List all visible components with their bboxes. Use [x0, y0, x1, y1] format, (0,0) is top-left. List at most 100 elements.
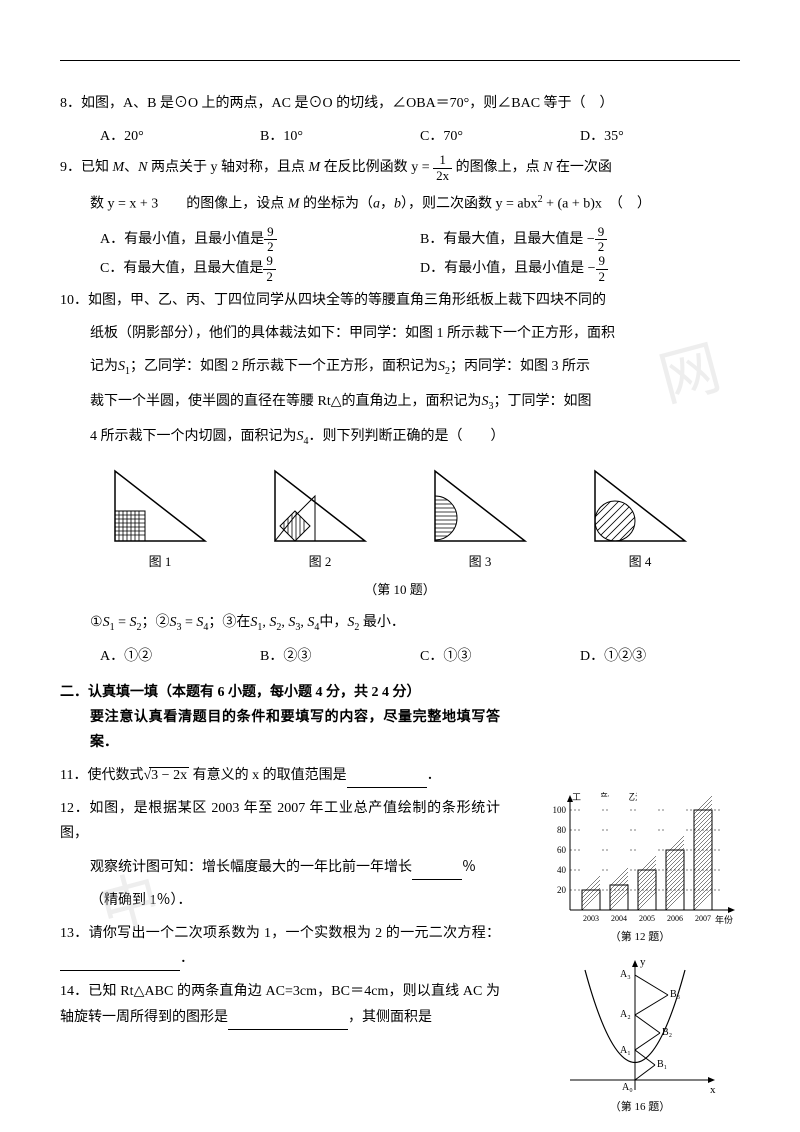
q9-l2-post3: （ ）	[602, 197, 651, 212]
q10-options: A．①② B．②③ C．①③ D．①②③	[60, 644, 740, 669]
frac-9-2-b: 92	[595, 225, 608, 255]
q9-l2-mid: 的图像上，设点	[158, 197, 288, 212]
q11-end: ．	[427, 768, 441, 783]
q10-l4-post: ；丁同学：如图	[494, 394, 592, 409]
q10-l5-pre: 4 所示裁下一个内切圆，面积记为	[90, 429, 297, 444]
q9-eq3-mid: + (a + b)x	[543, 197, 602, 212]
blank-field[interactable]	[60, 955, 180, 972]
q10-figures: 图 1 图 2	[60, 466, 740, 573]
q10-option-c: C．①③	[420, 644, 580, 669]
q9-l1-post2: 在反比例函数	[320, 160, 411, 175]
chart-caption: （第 12 题）	[610, 929, 671, 943]
B3-label: B₃	[670, 989, 680, 1000]
eq: =	[181, 615, 196, 630]
q10-option-b: B．②③	[260, 644, 420, 669]
frac-den: 2	[263, 270, 276, 284]
q9-options: A．有最小值，且最小值是92 B．有最大值，且最大值是 −92 C．有最大值，且…	[60, 225, 740, 284]
frac-num: 9	[595, 225, 608, 240]
q10-l3: 记为S1；乙同学：如图 2 所示裁下一个正方形，面积记为S2；丙同学：如图 3 …	[60, 354, 740, 381]
figure-4: 图 4	[585, 466, 695, 573]
svg-text:20: 20	[557, 885, 567, 895]
xlabel: 年份	[715, 914, 733, 925]
q9-option-d: D．有最小值，且最小值是 −92	[420, 254, 740, 284]
q12-l3: ％	[462, 860, 476, 875]
frac-num: 9	[264, 225, 277, 240]
question-11: 11．使代数式3 − 2x 有意义的 x 的取值范围是．	[60, 763, 500, 788]
q10-l5: 4 所示裁下一个内切圆，面积记为S4．则下列判断正确的是（ ）	[60, 424, 740, 451]
q9-c-text: C．有最大值，且最大值是	[100, 261, 263, 276]
svg-text:80: 80	[557, 825, 567, 835]
q9-l1-post3: 的图像上，点	[452, 160, 543, 175]
A0-label: A₀	[622, 1082, 633, 1093]
q9-l1-post4: 在一次函	[552, 160, 612, 175]
frac-1-2x: 12x	[433, 153, 452, 183]
min: 最小．	[359, 615, 405, 630]
frac-9-2-d: 92	[596, 254, 609, 284]
q9-eq3-pre: y = abx	[495, 197, 537, 212]
y-label: y	[640, 956, 646, 968]
frac-num: 1	[433, 153, 452, 168]
frac-num: 9	[263, 254, 276, 269]
S: S	[103, 615, 110, 630]
blank-field[interactable]	[228, 1013, 348, 1030]
question-8: 8．如图，A、B 是⊙O 上的两点，AC 是⊙O 的切线，∠OBA＝70°，则∠…	[60, 91, 740, 116]
q12-l4: （精确到 1％）．	[60, 888, 500, 913]
q10-option-d: D．①②③	[580, 644, 740, 669]
q9-M3: M	[288, 197, 300, 212]
blank-field[interactable]	[347, 771, 427, 788]
frac-den: 2	[264, 240, 277, 254]
q9-option-a: A．有最小值，且最小值是92	[100, 225, 420, 255]
q13-l1: 13．请你写出一个二次项系数为 1，一个实数根为 2 的一元二次方程：	[60, 926, 500, 941]
q9-b-text: B．有最大值，且最大值是 −	[420, 232, 595, 247]
q9-M2: M	[309, 160, 321, 175]
q10-l5-post: ．则下列判断正确的是（ ）	[309, 429, 505, 444]
frac-9-2-c: 92	[263, 254, 276, 284]
fig2-caption: 图 2	[265, 550, 375, 573]
semi: ；②	[141, 615, 169, 630]
section-2-subtitle: 要注意认真看清题目的条件和要填写的内容，尽量完整地填写答案．	[60, 705, 500, 755]
q12-l2: 观察统计图可知：增长幅度最大的一年比前一年增长 ％	[60, 855, 500, 880]
fig4-caption: 图 4	[585, 550, 695, 573]
parabola-figure: y x A₀ A₁ A₂ A₃ B₁ B₂ B₃ （第 16 题）	[560, 955, 720, 1124]
blank-field[interactable]	[412, 863, 462, 880]
semi2: ；③在	[208, 615, 250, 630]
S: S	[482, 394, 489, 409]
q10-l4: 裁下一个半圆，使半圆的直径在等腰 Rt△的直角边上，面积记为S3；丁同学：如图	[60, 389, 740, 416]
q10-l4-pre: 裁下一个半圆，使半圆的直径在等腰 Rt△的直角边上，面积记为	[90, 394, 482, 409]
svg-text:100: 100	[553, 805, 567, 815]
bar-chart-svg: 工业总产值（亿元） 年份 20406080100 200320042005200…	[540, 790, 740, 950]
q8-option-a: A．20°	[100, 124, 260, 149]
frac-den: 2	[596, 270, 609, 284]
q10-l3-mid: ；乙同学：如图 2 所示裁下一个正方形，面积记为	[130, 359, 438, 374]
question-13: 13．请你写出一个二次项系数为 1，一个实数根为 2 的一元二次方程： ．	[60, 921, 500, 971]
frac-9-2-a: 92	[264, 225, 277, 255]
q9-l1-pre: 9．已知	[60, 160, 113, 175]
q12-l2-text: 观察统计图可知：增长幅度最大的一年比前一年增长	[90, 860, 412, 875]
q10-l3-pre: 记为	[90, 359, 118, 374]
eq-y: y =	[411, 160, 433, 175]
A3-label: A₃	[620, 969, 631, 980]
q8-text: 8．如图，A、B 是⊙O 上的两点，AC 是⊙O 的切线，∠OBA＝70°，则∠…	[60, 96, 614, 111]
question-10: 10．如图，甲、乙、丙、丁四位同学从四块全等的等腰直角三角形纸板上裁下四块不同的	[60, 288, 740, 313]
q10-l2: 纸板（阴影部分），他们的具体裁法如下：甲同学：如图 1 所示裁下一个正方形，面积	[60, 321, 740, 346]
S: S	[438, 359, 445, 374]
q12-l1: 12．如图，是根据某区 2003 年至 2007 年工业总产值绘制的条形统计图，	[60, 801, 500, 841]
stmt-1: ①	[90, 615, 103, 630]
frac-den: 2	[595, 240, 608, 254]
q13-end: ．	[180, 951, 194, 966]
subtitle-text: 要注意认真看清题目的条件和要填写的内容，尽量完整地填写答案．	[90, 710, 500, 750]
triangle-square-icon	[105, 466, 215, 546]
q9-M: M	[113, 160, 125, 175]
q8-option-c: C．70°	[420, 124, 580, 149]
svg-text:2004: 2004	[611, 914, 627, 923]
triangle-circle-icon	[585, 466, 695, 546]
q9-comma: ，	[380, 197, 394, 212]
A1-label: A₁	[620, 1045, 631, 1056]
q9-N: N	[138, 160, 147, 175]
x-label: x	[710, 1084, 716, 1096]
svg-text:40: 40	[557, 865, 567, 875]
q9-l2-post2: ），则二次函数	[401, 197, 496, 212]
q9-l1-mid: 、	[124, 160, 138, 175]
svg-text:2003: 2003	[583, 914, 599, 923]
triangle-semicircle-icon	[425, 466, 535, 546]
